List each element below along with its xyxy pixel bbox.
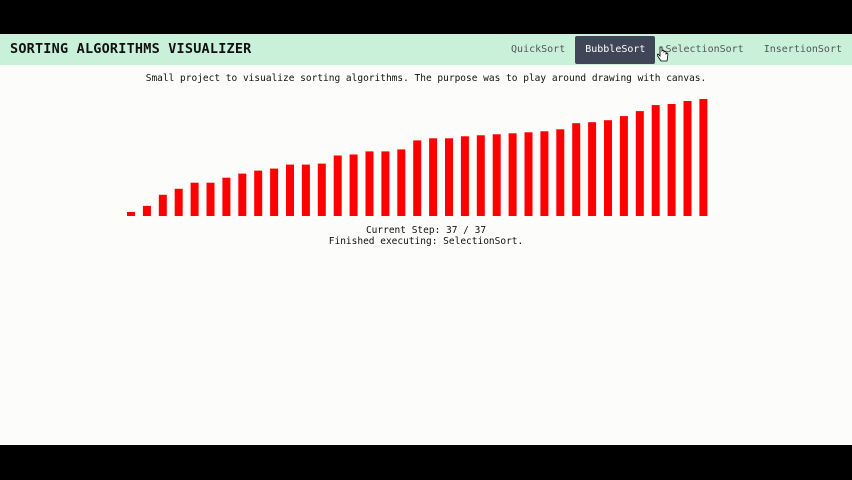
bar-20 <box>445 138 453 216</box>
nav-selectionsort[interactable]: SelectionSort <box>665 43 744 55</box>
bar-25 <box>524 132 533 216</box>
status-panel: Current Step: 37 / 37 Finished executing… <box>0 225 852 247</box>
sorting-bar-chart <box>127 99 708 216</box>
bar-9 <box>270 168 279 216</box>
bar-27 <box>556 129 565 216</box>
bar-8 <box>254 170 263 216</box>
bar-7 <box>238 173 247 216</box>
bar-5 <box>206 182 215 216</box>
bar-28 <box>572 123 581 216</box>
bar-0 <box>127 212 135 216</box>
bar-4 <box>190 182 199 216</box>
bar-18 <box>413 140 422 216</box>
bar-12 <box>317 163 326 216</box>
navbar: SORTING ALGORITHMS VISUALIZER QuickSort … <box>0 34 852 65</box>
bar-26 <box>540 131 549 216</box>
bar-16 <box>381 151 390 216</box>
bar-33 <box>651 105 660 216</box>
bar-3 <box>174 188 183 216</box>
algorithm-nav: QuickSort BubbleSort SelectionSort Inser… <box>501 34 852 65</box>
bar-13 <box>333 155 342 216</box>
bar-34 <box>667 104 676 216</box>
current-step-label: Current Step: 37 / 37 <box>365 225 487 236</box>
bar-14 <box>349 154 358 216</box>
bar-19 <box>429 138 438 216</box>
bar-15 <box>365 151 374 216</box>
bar-31 <box>619 116 628 216</box>
nav-insertionsort[interactable]: InsertionSort <box>763 43 842 55</box>
bar-17 <box>397 149 406 216</box>
bar-10 <box>286 164 294 216</box>
app-title: SORTING ALGORITHMS VISUALIZER <box>10 41 252 57</box>
nav-quicksort[interactable]: QuickSort <box>511 43 566 55</box>
bar-21 <box>460 136 469 216</box>
bar-36 <box>699 99 708 216</box>
bar-30 <box>604 120 612 216</box>
bar-29 <box>588 122 597 216</box>
bar-35 <box>683 101 692 216</box>
bar-6 <box>222 177 231 216</box>
bar-24 <box>508 133 517 216</box>
nav-bubblesort[interactable]: BubbleSort <box>575 35 656 64</box>
bar-1 <box>142 205 151 216</box>
bar-23 <box>492 134 501 216</box>
bar-32 <box>635 111 644 216</box>
project-description: Small project to visualize sorting algor… <box>145 73 707 84</box>
mouse-pointer-icon <box>657 46 669 62</box>
finished-message: Finished executing: SelectionSort. <box>328 236 524 247</box>
bar-2 <box>158 194 167 216</box>
bar-11 <box>301 164 310 216</box>
bar-22 <box>476 135 485 216</box>
app-window: SORTING ALGORITHMS VISUALIZER QuickSort … <box>0 34 852 445</box>
